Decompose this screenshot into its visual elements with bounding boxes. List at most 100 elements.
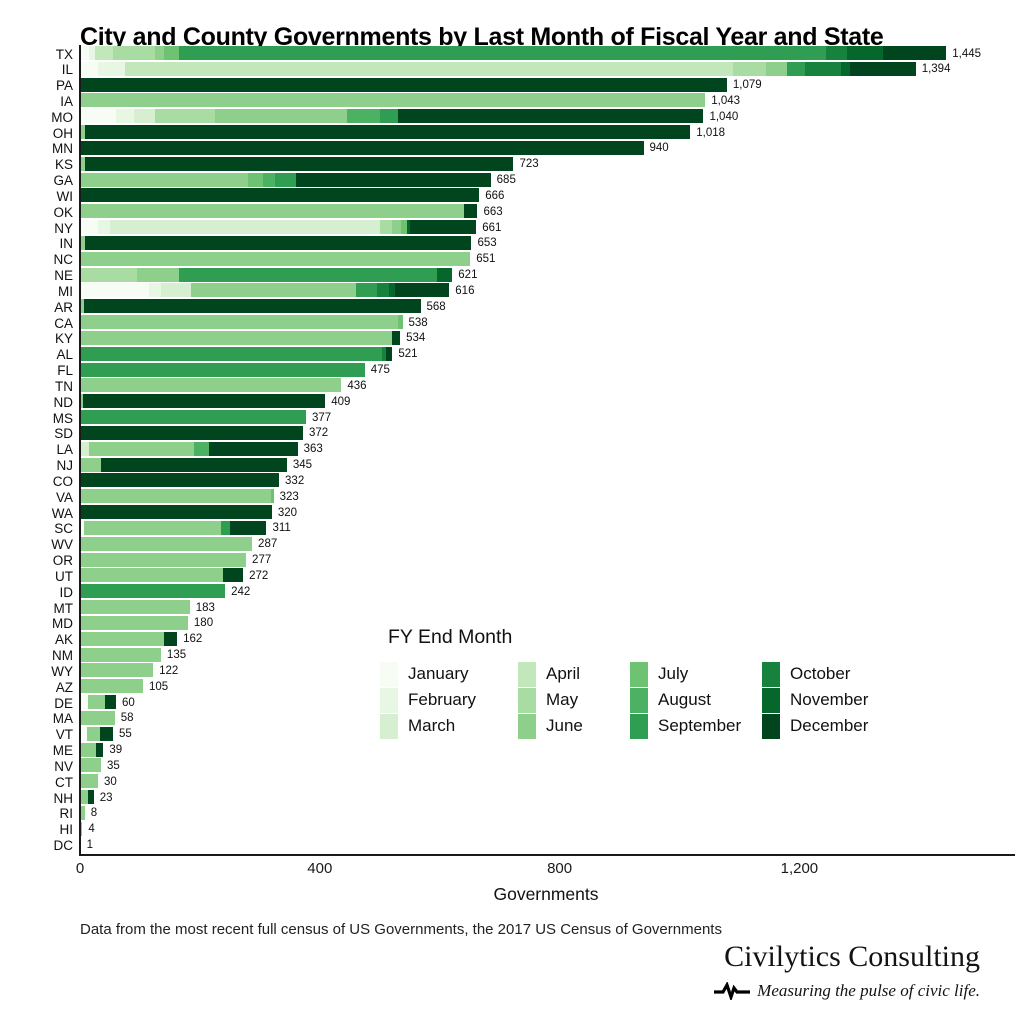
bar-value-label-RI: 8 [90,807,98,820]
bar-segment-NY-December [410,220,477,235]
y-axis-label-TN: TN [55,378,73,394]
y-axis-label-KS: KS [54,157,73,173]
bar-value-label-OH: 1,018 [696,126,726,139]
legend-label-may: May [546,690,579,709]
bar-segment-WY-June [80,663,154,678]
bar-segment-LA-December [208,441,298,456]
bar-segment-MS-September [80,410,306,425]
bar-segment-NC-June [80,251,471,266]
bar-segment-AR-June [80,299,84,314]
bar-value-label-VT: 55 [118,728,132,741]
bar-segment-AK-June [80,631,164,646]
y-axis-label-VT: VT [55,727,73,743]
bar-segment-GA-December [295,172,491,187]
y-axis-label-ND: ND [53,394,74,410]
legend-item-march: March [380,713,518,739]
x-tick-800: 800 [547,860,573,877]
bar-value-label-UT: 272 [249,569,269,582]
legend-swatch-december [762,713,780,739]
legend-swatch-august [630,687,648,713]
bar-segment-VA-July [270,489,274,504]
bar-value-label-KY: 534 [406,332,426,345]
bar-segment-TX-November [847,46,884,60]
legend-item-january: January [380,661,518,687]
y-axis-label-PA: PA [55,78,73,94]
bar-segment-NV-June [80,758,101,773]
legend-item-june: June [518,713,630,739]
bar-segment-IL-May [733,61,767,76]
bar-segment-MI-December [394,283,450,298]
x-tick-0: 0 [75,860,85,877]
y-axis-label-TX: TX [55,46,73,62]
bar-segment-TX-May [112,46,155,60]
bar-segment-DE-June [87,695,105,710]
bar-segment-HI-June [80,821,83,836]
y-axis-label-OK: OK [53,204,73,220]
legend-item-december: December [762,713,932,739]
legend-item-february: February [380,687,518,713]
bar-value-label-TN: 436 [347,379,367,392]
bar-segment-IN-December [84,235,472,250]
legend-label-december: December [790,716,869,735]
y-axis-label-MO: MO [51,109,73,125]
bar-segment-KS-June [80,156,85,171]
y-axis-label-MT: MT [53,600,74,616]
bar-segment-TN-June [80,378,342,393]
bar-segment-SC-September [221,520,231,535]
bar-segment-CO-December [80,473,280,488]
legend-swatch-june [518,713,536,739]
y-axis-label-RI: RI [59,806,74,822]
bar-segment-AZ-June [80,679,143,694]
y-axis-label-UT: UT [55,568,73,584]
legend-label-august: August [658,690,711,709]
bar-value-label-LA: 363 [303,443,323,456]
y-axis-label-CO: CO [52,473,73,489]
y-axis-label-AZ: AZ [55,679,73,695]
bar-segment-MA-June [80,710,115,725]
legend-swatch-may [518,687,536,713]
bar-segment-IL-October [805,61,842,76]
bar-segment-GA-June [80,172,248,187]
bar-segment-TX-October [826,46,848,60]
legend-item-october: October [762,661,932,687]
y-axis-label-CA: CA [54,315,73,331]
bar-segment-MO-December [397,109,704,124]
y-axis-line [79,45,81,856]
bar-segment-VT-January [80,726,88,741]
bar-segment-KS-December [84,156,514,171]
bar-segment-MO-February [115,109,134,124]
y-axis-label-NH: NH [53,790,74,806]
bar-value-label-MA: 58 [120,712,134,725]
bar-segment-TX-June [154,46,164,60]
bar-segment-PA-December [80,77,727,92]
legend-column-4: October November December [762,661,932,739]
y-axis-label-MS: MS [52,410,73,426]
bar-segment-MI-June [190,283,356,298]
y-axis-label-AK: AK [54,632,73,648]
y-axis-label-NV: NV [54,758,73,774]
y-axis-label-NC: NC [53,252,74,268]
bar-segment-AL-September [80,346,382,361]
y-axis-label-IN: IN [59,236,74,252]
y-axis-label-OH: OH [52,125,73,141]
bar-segment-LA-August [193,441,209,456]
bar-segment-OK-June [80,204,464,219]
legend-label-june: June [546,716,583,735]
bar-value-label-ND: 409 [331,395,351,408]
legend-item-may: May [518,687,630,713]
bar-value-label-NY: 661 [482,221,502,234]
bar-segment-GA-July [247,172,263,187]
brand-tagline: Measuring the pulse of civic life. [757,981,980,1000]
y-axis-label-WY: WY [51,663,73,679]
bar-segment-MI-February [148,283,161,298]
bar-segment-ID-September [80,584,226,599]
bar-value-label-KS: 723 [519,158,539,171]
bar-value-label-IL: 1,394 [921,63,951,76]
bar-value-label-MT: 183 [195,601,215,614]
bar-segment-OH-December [84,125,691,140]
bar-segment-LA-March [80,441,89,456]
y-axis-label-ME: ME [52,743,73,759]
bar-value-label-AR: 568 [426,300,446,313]
bar-segment-MI-October [376,283,389,298]
bar-segment-CA-June [80,315,398,330]
